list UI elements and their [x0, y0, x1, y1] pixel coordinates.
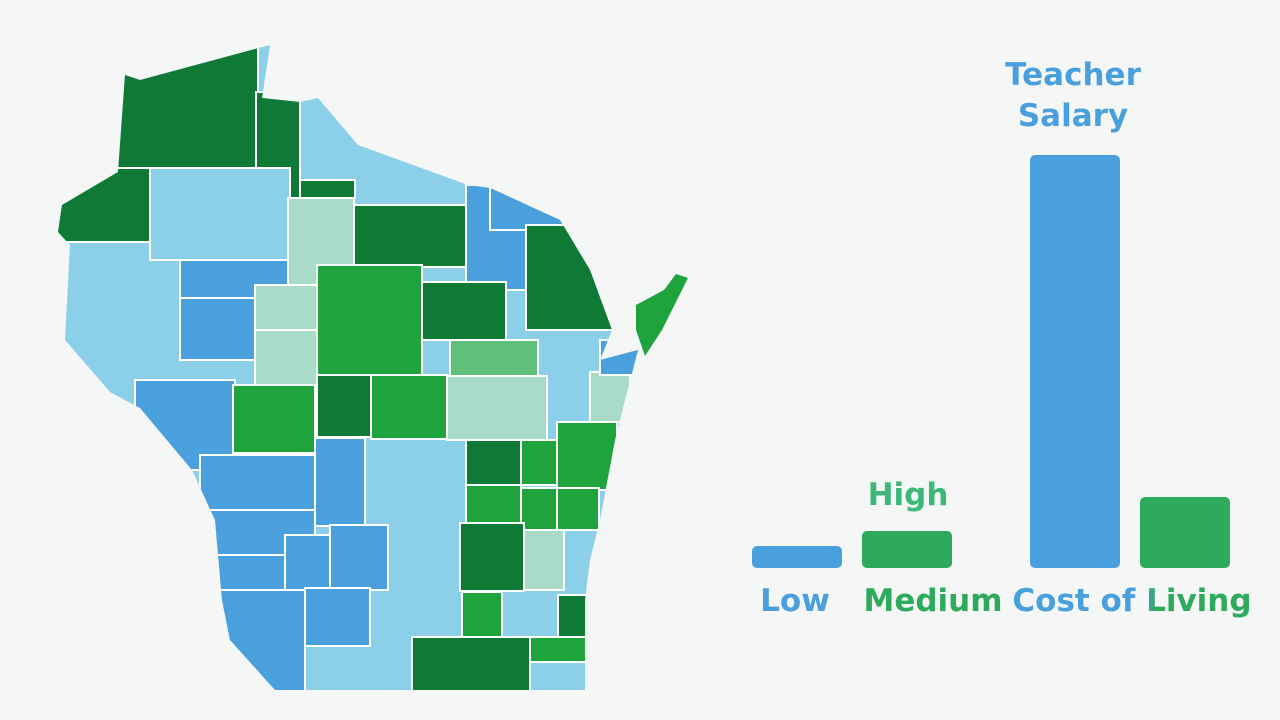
legend-label: Low [760, 583, 830, 619]
legend-bar [862, 531, 952, 568]
door-peninsula [636, 274, 688, 356]
legend-bar [1030, 155, 1120, 568]
legend-bar [1140, 497, 1230, 568]
legend-label: High [868, 477, 949, 513]
legend-title: Teacher [1005, 57, 1141, 93]
county-map [58, 45, 638, 690]
legend-label: Cost of Living [1012, 583, 1251, 619]
legend-title: Salary [1018, 98, 1128, 134]
legend-bar [752, 546, 842, 568]
legend-label: Medium [863, 583, 1002, 619]
